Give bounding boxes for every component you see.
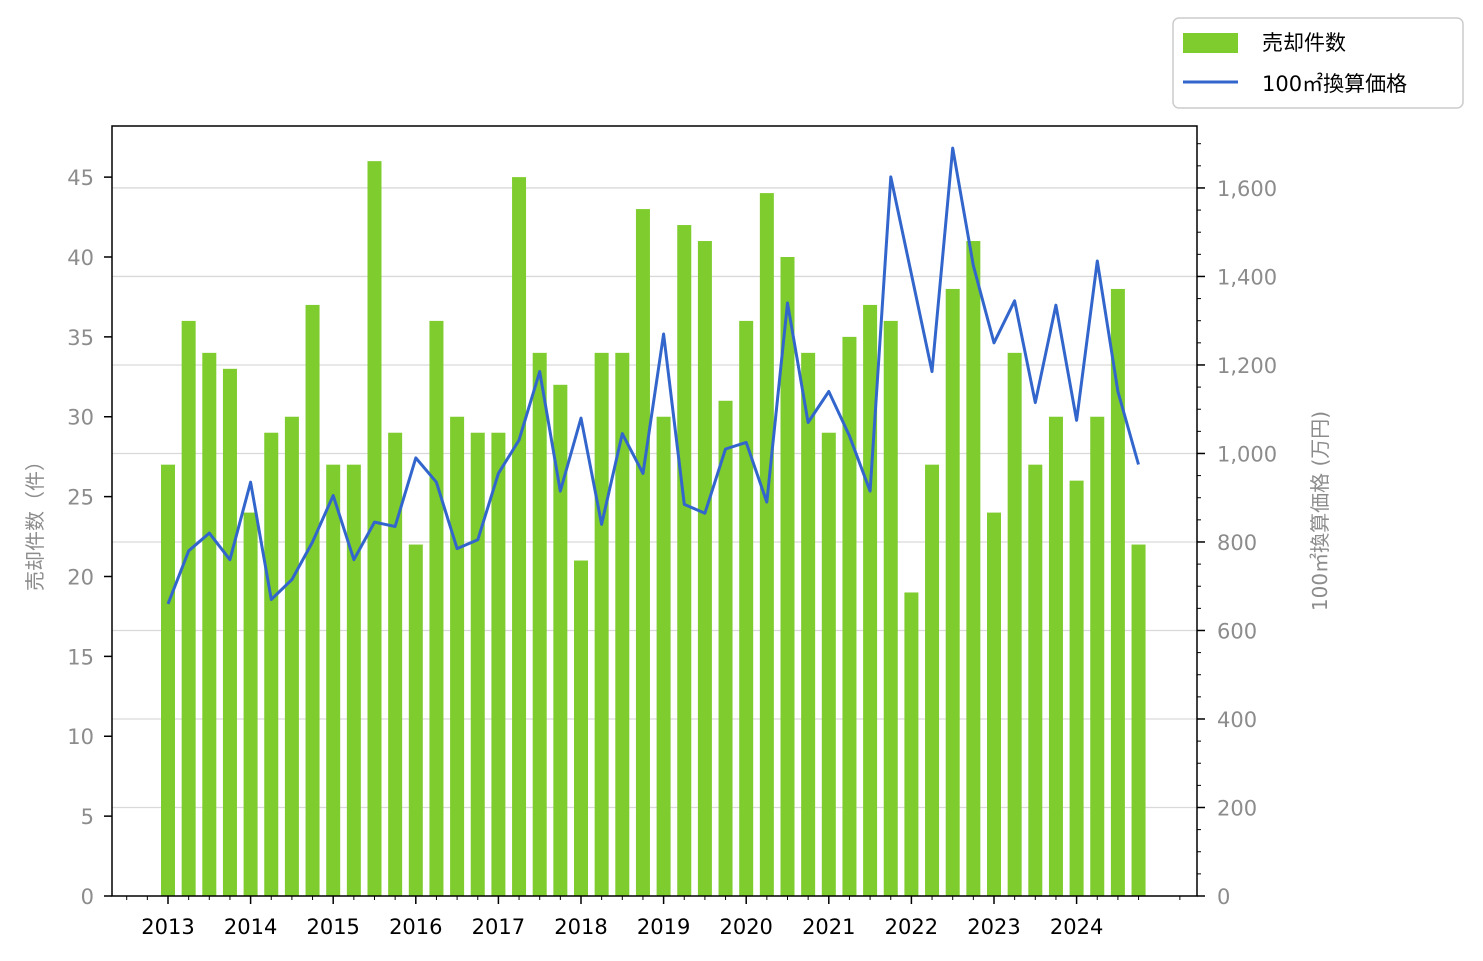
left-tick-label: 0 — [81, 885, 94, 909]
left-tick-label: 30 — [67, 406, 94, 430]
x-tick-label: 2021 — [802, 915, 855, 939]
right-tick-label: 0 — [1217, 885, 1230, 909]
bar-35 — [863, 304, 878, 897]
bar-43 — [1028, 464, 1043, 896]
bar-23 — [615, 352, 630, 897]
bar-15 — [450, 416, 465, 896]
left-tick-label: 35 — [67, 326, 94, 350]
x-tick-label: 2015 — [306, 915, 359, 939]
bar-21 — [574, 560, 588, 896]
x-tick-label: 2023 — [967, 915, 1020, 939]
left-tick-label: 5 — [81, 805, 94, 829]
bar-5 — [243, 512, 258, 896]
bar-27 — [697, 241, 712, 896]
bar-4 — [222, 368, 237, 897]
x-tick-label: 2014 — [224, 915, 277, 939]
x-tick-label: 2020 — [719, 915, 772, 939]
bar-2 — [181, 320, 196, 897]
bar-9 — [326, 464, 341, 896]
left-tick-label: 40 — [67, 246, 94, 270]
price-line — [166, 146, 1140, 605]
bar-18 — [512, 177, 527, 896]
legend-bar-swatch — [1183, 33, 1238, 53]
plot-frame — [111, 125, 1198, 897]
x-tick-label: 2018 — [554, 915, 607, 939]
left-tick-label: 10 — [67, 725, 94, 749]
bar-34 — [842, 336, 857, 897]
bar-10 — [346, 464, 361, 896]
bar-28 — [718, 400, 733, 896]
legend-bar-label: 売却件数 — [1262, 31, 1346, 55]
right-tick-label: 600 — [1217, 619, 1257, 643]
left-axis-ticks: 0 5 10 15 20 25 30 35 40 45 — [67, 166, 112, 909]
bar-6 — [264, 432, 279, 896]
bar-7 — [284, 416, 299, 896]
bar-25 — [656, 416, 671, 896]
bar-24 — [635, 209, 650, 896]
left-axis-title: 売却件数（件） — [23, 451, 47, 591]
bar-42 — [1007, 352, 1022, 897]
bar-44 — [1048, 416, 1063, 896]
x-tick-label: 2024 — [1050, 915, 1103, 939]
bar-20 — [553, 384, 568, 896]
left-tick-label: 45 — [67, 166, 94, 190]
bar-19 — [532, 352, 547, 897]
bar-22 — [594, 352, 609, 897]
legend-box — [1172, 17, 1464, 109]
bar-26 — [677, 225, 692, 896]
bar-17 — [491, 432, 506, 896]
bar-32 — [801, 352, 816, 897]
bar-39 — [945, 288, 960, 896]
right-tick-label: 1,000 — [1217, 442, 1277, 466]
bar-37 — [904, 592, 919, 896]
bar-1 — [161, 464, 175, 896]
line-series — [166, 146, 1140, 605]
right-tick-label: 200 — [1217, 796, 1257, 820]
bar-29 — [739, 320, 754, 897]
right-axis-title: 100㎡換算価格 (万円) — [1308, 411, 1332, 611]
x-tick-label: 2016 — [389, 915, 442, 939]
right-tick-label: 1,400 — [1217, 265, 1277, 289]
left-tick-label: 20 — [67, 565, 94, 589]
bar-46 — [1090, 416, 1105, 896]
x-axis-ticks: 2013 2014 2015 2016 2017 2018 2019 2020 2021 2022… — [126, 896, 1181, 939]
right-axis-ticks: 0 200 400 600 800 1,000 1,200 1,400 1,600 — [1197, 143, 1277, 909]
x-tick-label: 2022 — [885, 915, 938, 939]
bar-40 — [966, 241, 981, 896]
right-tick-label: 400 — [1217, 708, 1257, 732]
x-tick-label: 2019 — [637, 915, 690, 939]
bar-47 — [1110, 288, 1125, 896]
left-tick-label: 25 — [67, 486, 94, 510]
bar-41 — [987, 512, 1001, 896]
x-tick-label: 2013 — [141, 915, 194, 939]
bar-11 — [367, 161, 382, 896]
right-tick-label: 1,600 — [1217, 177, 1277, 201]
legend-line-label: 100㎡換算価格 — [1262, 72, 1407, 96]
x-tick-label: 2017 — [472, 915, 525, 939]
left-tick-label: 15 — [67, 645, 94, 669]
bar-13 — [408, 544, 423, 896]
bar-14 — [429, 320, 444, 897]
bar-series — [161, 161, 1146, 897]
axes — [111, 125, 1198, 897]
bar-31 — [780, 256, 795, 896]
bar-36 — [883, 320, 898, 897]
right-tick-label: 800 — [1217, 531, 1257, 555]
bar-16 — [470, 432, 485, 896]
right-tick-label: 1,200 — [1217, 354, 1277, 378]
bar-33 — [821, 432, 836, 896]
bar-48 — [1131, 544, 1146, 896]
bar-30 — [759, 193, 774, 896]
bar-38 — [925, 464, 940, 896]
bar-8 — [305, 304, 320, 897]
bar-3 — [202, 352, 217, 897]
legend: 売却件数 100㎡換算価格 — [1172, 17, 1464, 109]
bar-45 — [1069, 480, 1084, 896]
bar-12 — [388, 432, 403, 896]
